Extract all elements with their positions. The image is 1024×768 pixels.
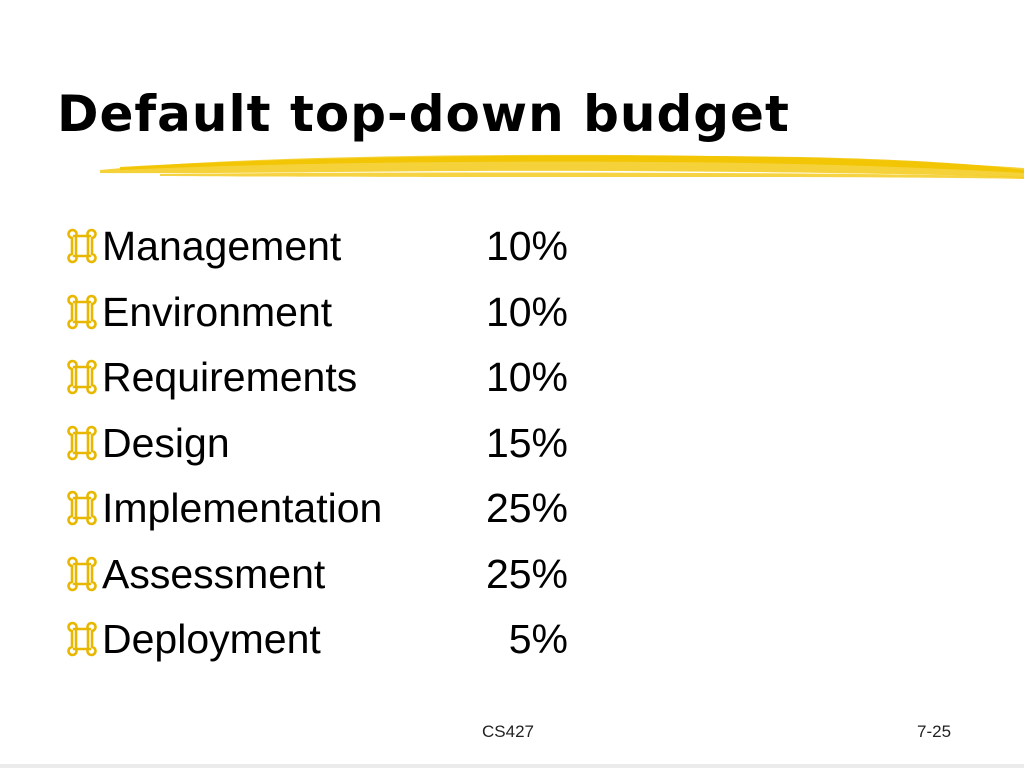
item-label: Management	[102, 223, 342, 269]
slide-title: Default top-down budget	[57, 85, 790, 143]
command-key-icon	[67, 228, 97, 264]
item-label: Environment	[102, 288, 333, 335]
title-underline-brushstroke	[100, 154, 1024, 179]
item-value: 25%	[485, 550, 568, 597]
footer-course: CS427	[482, 722, 534, 741]
item-label: Deployment	[102, 616, 321, 662]
command-key-icon	[67, 294, 97, 329]
item-value: 15%	[485, 419, 568, 466]
item-value: 5%	[508, 616, 568, 662]
command-key-icon	[67, 556, 97, 591]
item-value: 10%	[485, 223, 568, 269]
command-key-icon	[67, 621, 97, 657]
command-key-icon	[67, 490, 97, 526]
item-value: 10%	[485, 288, 568, 335]
item-label: Assessment	[102, 550, 326, 597]
command-key-icon	[67, 359, 97, 395]
item-value: 10%	[485, 354, 568, 400]
bottom-divider	[0, 764, 1024, 768]
item-label: Requirements	[102, 354, 358, 400]
item-value: 25%	[485, 485, 568, 531]
item-label: Implementation	[102, 485, 383, 531]
footer-page-number: 7-25	[917, 722, 952, 741]
command-key-icon	[67, 425, 97, 460]
item-label: Design	[102, 419, 230, 466]
